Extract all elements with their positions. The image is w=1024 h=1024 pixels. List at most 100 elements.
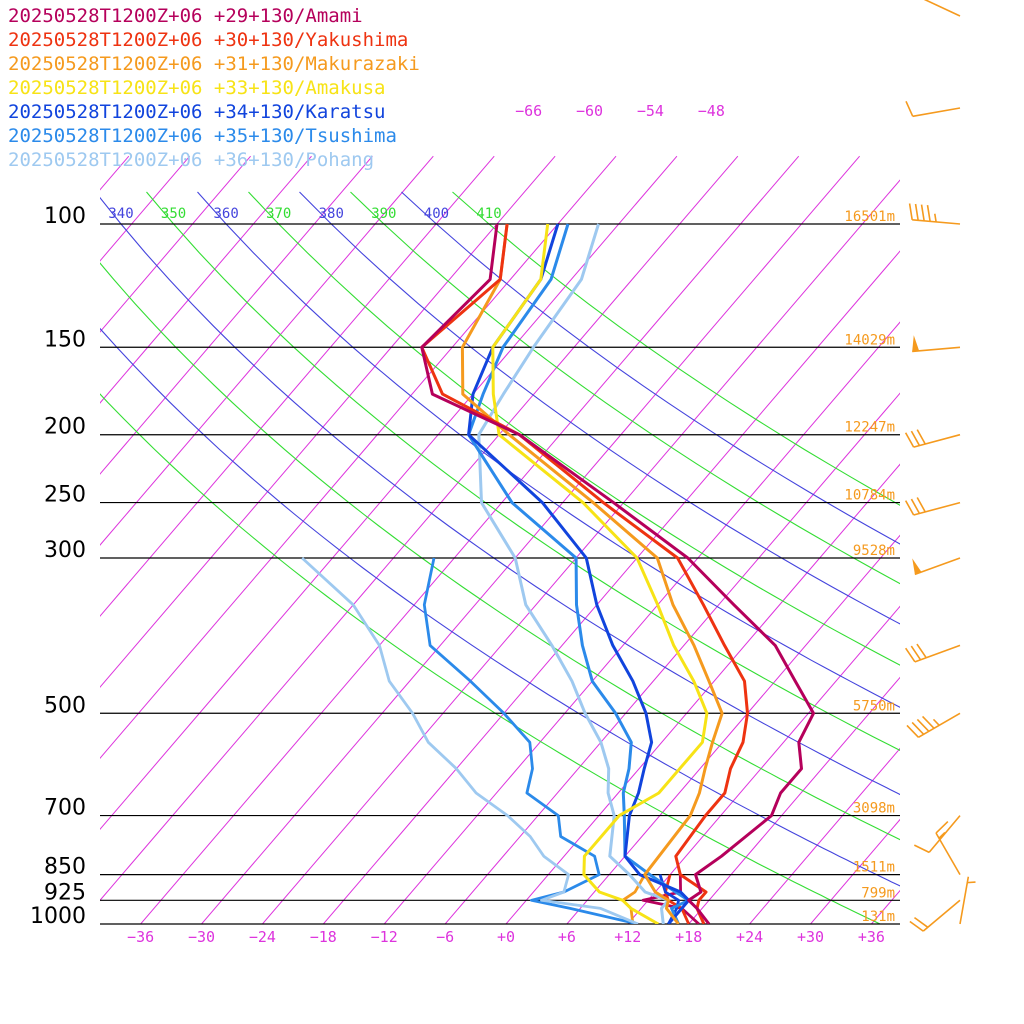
isotherm-line <box>100 155 495 617</box>
height-label: 131m <box>861 909 895 925</box>
isotherm-line <box>100 155 434 546</box>
wind-barb <box>904 497 961 516</box>
isotherm-line <box>100 155 739 902</box>
legend-entry: 20250528T1200Z+06 +29+130/Amami <box>8 5 363 27</box>
isotherm-label: −66 <box>515 102 542 120</box>
theta-label: 370 <box>266 206 291 222</box>
pressure-label: 150 <box>44 327 86 352</box>
dry-adiabat-line <box>100 262 900 841</box>
isotherm-label: −48 <box>698 102 725 120</box>
isotherm-line <box>980 156 1024 939</box>
pressure-label: 850 <box>44 855 86 880</box>
height-label: 12247m <box>844 420 895 436</box>
pressure-label: 500 <box>44 693 86 718</box>
x-tick-label: −36 <box>127 928 154 946</box>
theta-label: 410 <box>476 206 501 222</box>
x-tick-label: +30 <box>797 928 824 946</box>
dry-adiabat-line <box>299 191 900 625</box>
dewpoint-line <box>422 557 639 924</box>
isotherm-line <box>100 155 191 262</box>
height-label: 14029m <box>844 332 895 348</box>
x-tick-label: −24 <box>249 928 276 946</box>
background-grid <box>100 155 1024 939</box>
wind-barb <box>959 876 976 925</box>
wind-barb <box>906 712 961 738</box>
isotherm-label: −54 <box>637 102 664 120</box>
temperature-line <box>420 223 815 924</box>
theta-label: 340 <box>108 206 133 222</box>
isotherm-line <box>100 155 617 759</box>
isotherm-line <box>261 179 900 924</box>
pressure-label: 925 <box>44 880 86 905</box>
wind-barbs <box>904 0 976 932</box>
wind-barb <box>905 643 961 663</box>
pressure-label: 300 <box>44 538 86 563</box>
x-tick-label: +6 <box>558 928 576 946</box>
wind-barb <box>909 899 961 932</box>
wind-barb <box>912 557 961 576</box>
dry-adiabat-line <box>350 191 900 585</box>
isotherm-line <box>100 155 556 688</box>
wind-barb <box>912 335 961 353</box>
isotherm-line <box>920 156 1024 939</box>
dry-adiabat-line <box>401 191 900 545</box>
wind-barb <box>905 100 961 118</box>
wind-barb <box>908 203 961 225</box>
dry-adiabat-line <box>100 196 900 796</box>
height-label: 1511m <box>853 860 895 876</box>
x-tick-label: −12 <box>371 928 398 946</box>
dry-adiabat-line <box>197 191 900 708</box>
x-tick-label: −30 <box>188 928 215 946</box>
isotherm-line <box>627 605 900 924</box>
dry-adiabat-line <box>248 191 900 666</box>
x-tick-label: +36 <box>858 928 885 946</box>
pressure-label: 100 <box>44 204 86 229</box>
legend-entry: 20250528T1200Z+06 +31+130/Makurazaki <box>8 53 420 75</box>
height-label: 9528m <box>853 543 895 559</box>
temperature-line <box>467 223 691 924</box>
x-tick-label: −18 <box>310 928 337 946</box>
legend-entry: 20250528T1200Z+06 +34+130/Karatsu <box>8 101 386 123</box>
dewpoint-line <box>301 556 639 924</box>
isobars <box>100 223 900 925</box>
x-tick-label: +0 <box>497 928 515 946</box>
dry-adiabat-line <box>452 191 900 506</box>
wind-barb <box>916 0 961 17</box>
legend-entry: 20250528T1200Z+06 +33+130/Amakusa <box>8 77 386 99</box>
dry-adiabat-line <box>146 191 900 751</box>
isotherm-line <box>809 818 900 924</box>
x-tick-label: +18 <box>675 928 702 946</box>
axis-labels: 100 16501m 150 14029m 200 12247m 250 10784m 300 9… <box>30 102 895 946</box>
pressure-label: 1000 <box>30 904 86 929</box>
theta-label: 360 <box>213 206 238 222</box>
isotherm-line <box>100 155 251 333</box>
temperature-line <box>420 223 749 924</box>
pressure-label: 200 <box>44 415 86 440</box>
temperature-line <box>491 223 709 924</box>
wind-barb <box>904 429 961 448</box>
dewpoint-line <box>641 874 700 924</box>
wind-barb <box>913 815 961 854</box>
temperature-line <box>460 223 724 924</box>
isotherm-line <box>566 534 900 924</box>
pressure-label: 700 <box>44 796 86 821</box>
height-label: 5750m <box>853 698 895 714</box>
theta-label: 400 <box>424 206 449 222</box>
isotherm-line <box>200 155 860 924</box>
isotherm-line <box>383 321 900 924</box>
sounding-traces <box>301 223 815 924</box>
legend-entry: 20250528T1200Z+06 +35+130/Tsushima <box>8 125 397 147</box>
isotherm-line <box>444 392 900 924</box>
theta-label: 390 <box>371 206 396 222</box>
isotherm-line <box>688 676 900 924</box>
isotherm-line <box>748 747 900 924</box>
height-label: 16501m <box>844 209 895 225</box>
wind-barb <box>935 820 961 875</box>
isotherm-line <box>100 155 678 831</box>
x-tick-label: +12 <box>614 928 641 946</box>
height-label: 10784m <box>844 488 895 504</box>
x-tick-label: −6 <box>436 928 454 946</box>
height-label: 3098m <box>853 801 895 817</box>
isotherm-line <box>100 155 373 475</box>
